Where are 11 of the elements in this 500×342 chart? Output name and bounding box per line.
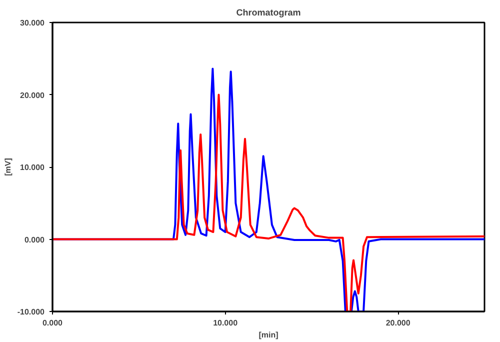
x-axis-title: [min] xyxy=(258,330,279,340)
x-tick-label: 20.000 xyxy=(386,318,411,328)
y-axis-title: [mV] xyxy=(3,158,12,176)
y-tick-label: 10.000 xyxy=(20,163,46,172)
y-tick-label: 30.000 xyxy=(20,18,46,28)
y-tick-label: -10.000 xyxy=(17,308,46,316)
x-tick-label: 10.000 xyxy=(213,318,238,328)
y-tick-label: 0.000 xyxy=(24,235,46,244)
chart-title: Chromatogram xyxy=(236,8,301,18)
x-tick-label: 0.000 xyxy=(42,318,64,328)
y-tick-label: 20.000 xyxy=(20,90,46,100)
